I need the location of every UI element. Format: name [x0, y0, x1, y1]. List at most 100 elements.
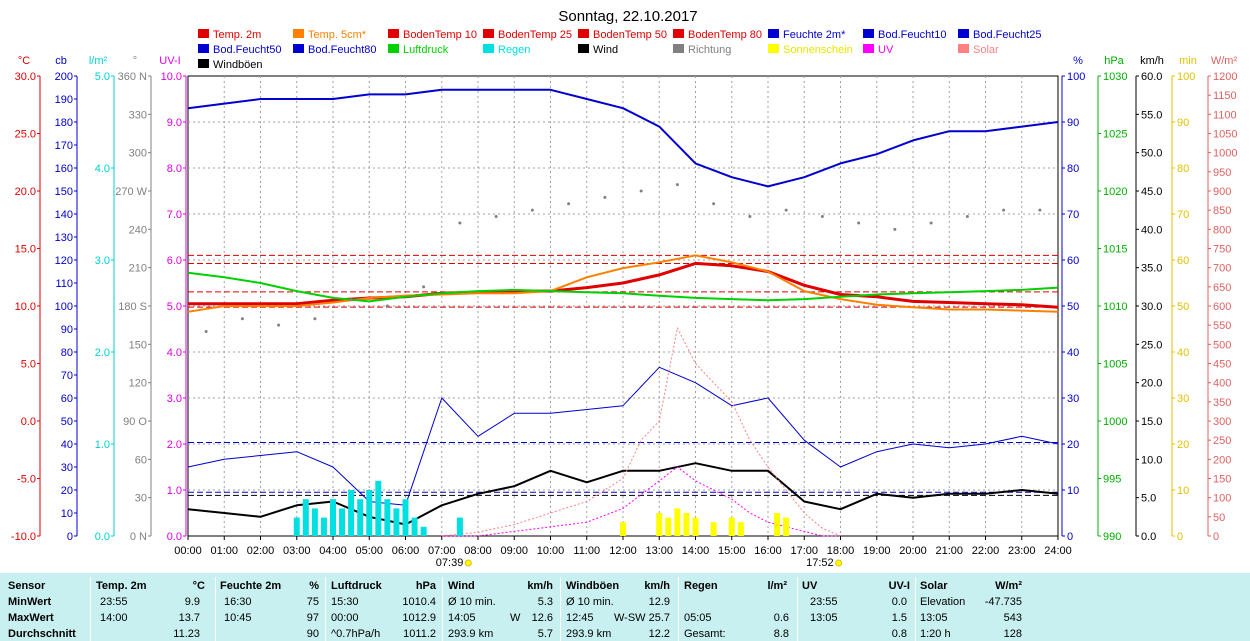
x-tick-label: 16:00	[754, 545, 782, 557]
axis-tick-label: 3.0	[167, 393, 182, 405]
stats-header-regen: Regen	[684, 580, 718, 592]
axis-tick-label: -5.0	[17, 474, 36, 486]
axis-tick-label: 900	[1213, 186, 1231, 198]
axis-tick-label: 50	[1177, 301, 1189, 313]
stats-pressure-time: 15:30	[331, 596, 359, 608]
axis-tick-label: 110	[55, 278, 73, 290]
legend-item-richtung: Richtung	[673, 44, 731, 56]
x-tick-label: 12:00	[609, 545, 637, 557]
stats-wind-value: 5.7	[537, 628, 553, 640]
stats-header-l-m: l/m²	[767, 580, 787, 592]
legend-label: Regen	[498, 44, 530, 56]
axis-tick-label: 180 S	[118, 301, 147, 313]
point-richtung	[857, 221, 861, 225]
axis-tick-label: 360 N	[118, 71, 147, 83]
legend-label: Temp. 5cm*	[308, 29, 367, 41]
stats-uv-time: 23:55	[810, 596, 838, 608]
axis-tick-label: 30	[135, 493, 147, 505]
axis-tick-label: 1015	[1103, 244, 1127, 256]
grid	[187, 75, 1059, 537]
axis-tick-label: 7.0	[167, 209, 182, 221]
axis-tick-label: 850	[1213, 205, 1231, 217]
axis-tick-label: 45.0	[1141, 186, 1162, 198]
x-tick-label: 01:00	[210, 545, 238, 557]
stats-wind-value: 5.3	[537, 596, 553, 608]
axis-tick-label: 1030	[1103, 71, 1127, 83]
axis-tick-label: 130	[55, 232, 73, 244]
stats-divider	[215, 577, 216, 641]
stats-solar-value: 543	[1003, 612, 1022, 624]
sunset-sun-icon	[835, 559, 843, 567]
x-tick-label: 09:00	[500, 545, 528, 557]
axis-tick-label: 10.0	[161, 71, 182, 83]
axis-tick-label: 100	[1177, 71, 1195, 83]
axis-tick-label: 400	[1213, 378, 1231, 390]
series-solar	[441, 327, 841, 537]
axis-tick-label: 1050	[1213, 129, 1237, 141]
axis-tick-label: 700	[1213, 263, 1231, 275]
axis-tick-label: 750	[1213, 244, 1231, 256]
legend-swatch	[863, 29, 874, 38]
axis-tick-label: 60	[1177, 255, 1189, 267]
legend-swatch	[673, 29, 684, 38]
axis-tick-label: 40	[1177, 347, 1189, 359]
axis-tick-label: 3.0	[95, 255, 110, 267]
line-uv	[441, 466, 841, 537]
bar-sonnenschein	[710, 522, 717, 536]
bar-regen	[420, 526, 427, 536]
legend-item-feuchte-2m: Feuchte 2m*	[768, 29, 846, 41]
stats-uv-value: 1.5	[891, 612, 907, 624]
axis-tick-label: 240	[129, 224, 147, 236]
stats-divider	[325, 577, 326, 641]
legend-swatch	[578, 44, 589, 53]
weather-chart: Sonntag, 22.10.2017 Temp. 2m Temp. 5cm* Bo…	[11, 8, 1238, 569]
axis-tick-label: 20	[61, 485, 73, 497]
axis-tick-label: 9.0	[167, 117, 182, 129]
axis-tick-label: 80	[1067, 163, 1079, 175]
axis-tick-label: 140	[55, 209, 73, 221]
point-richtung	[603, 195, 607, 199]
bar-regen	[293, 517, 300, 536]
axis-unit-label: W/m²	[1211, 55, 1238, 67]
axis-c: °C 30.0 25.0 20.0 15.0 10.0 5.0 0.0 -5.0 -10.0	[11, 55, 41, 543]
stats-uv-value: 0.0	[891, 596, 907, 608]
point-richtung	[784, 208, 788, 212]
axis-tick-label: 6.0	[167, 255, 182, 267]
axis-tick-label: 8.0	[167, 163, 182, 175]
legend-label: Bod.Feucht25	[973, 29, 1042, 41]
axis-tick-label: 25.0	[1141, 339, 1162, 351]
stats-gust-info: 12:45	[566, 612, 594, 624]
stats-header-unit: %	[309, 580, 319, 592]
legend-item-regen: Regen	[483, 44, 530, 56]
legend-item-luftdruck: Luftdruck	[388, 44, 449, 56]
legend-label: Bod.Feucht50	[213, 44, 282, 56]
axis-unit-label: min	[1179, 55, 1197, 67]
stats-solar-info: Elevation	[920, 596, 966, 608]
point-richtung	[965, 215, 969, 219]
legend-item-uv: UV	[863, 44, 894, 56]
bar-regen	[366, 490, 373, 536]
bar-regen	[384, 499, 391, 536]
stats-header-sensor: Sensor	[8, 580, 46, 592]
bar-regen	[357, 499, 364, 536]
axis-tick-label: 40	[61, 439, 73, 451]
axis-tick-label: 160	[55, 163, 73, 175]
legend-swatch	[958, 29, 969, 38]
plot-area	[187, 88, 1059, 537]
bar-regen	[348, 490, 355, 536]
axis-tick-label: 80	[1177, 163, 1189, 175]
axis-tick-label: 70	[1177, 209, 1189, 221]
legend-label: BodenTemp 25	[498, 29, 572, 41]
stats-header-feuchte-2m: Feuchte 2m	[220, 580, 282, 592]
stats-table: Sensor Temp. 2m °C Feuchte 2m% Luftdruck hPa W…	[0, 573, 1250, 641]
bar-regen	[402, 499, 409, 536]
x-tick-label: 19:00	[863, 545, 891, 557]
x-tick-label: 14:00	[682, 545, 710, 557]
axis-tick-label: 70	[61, 370, 73, 382]
axis-tick-label: 0 N	[130, 531, 147, 543]
legend-swatch	[388, 29, 399, 38]
axis-tick-label: 0.0	[95, 531, 110, 543]
stats-divider	[442, 577, 443, 641]
axis-tick-label: 90 O	[123, 416, 147, 428]
stats-humidity-value: 97	[306, 612, 319, 624]
